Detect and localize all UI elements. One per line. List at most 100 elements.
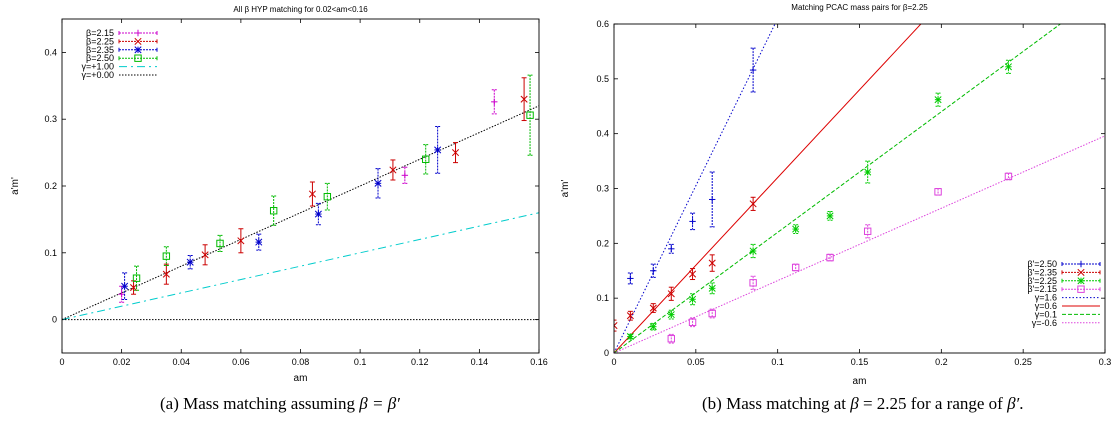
legend-marker-a-0: [134, 29, 142, 37]
data-point-a-3-0-box: [132, 274, 141, 282]
data-point-b-2-8: [864, 168, 872, 176]
x-tick-label-a: 0.08: [292, 357, 310, 367]
data-point-a-3-4-box: [323, 192, 332, 201]
x-tick-label-b: 0.1: [771, 357, 784, 367]
error-bar-a-3-6: [527, 74, 533, 156]
data-point-b-3-2: [708, 309, 716, 318]
error-bar-b-3-5: [827, 253, 833, 262]
data-point-b-3-1: [688, 318, 697, 326]
data-point-a-3-3-box: [269, 207, 278, 215]
y-tick-label-b: 0.5: [596, 74, 609, 84]
legend-label-b-3: β'=2.15: [1027, 284, 1057, 294]
data-point-b-2-6-d2: [792, 225, 800, 233]
data-point-b-3-4: [791, 263, 800, 272]
data-point-b-1-5-d2: [708, 259, 716, 267]
error-bar-a-3-2: [217, 234, 223, 252]
legend-marker-a-2: [134, 46, 142, 54]
data-point-b-3-4-box: [791, 263, 800, 272]
data-point-a-2-0-d2: [121, 282, 129, 290]
data-point-b-1-2: [649, 304, 657, 312]
data-point-b-3-0-box: [667, 335, 675, 343]
y-tick-label-b: 0.4: [596, 129, 609, 139]
data-point-b-0-3: [689, 218, 696, 225]
data-point-b-1-0-d2: [614, 322, 618, 327]
data-point-b-3-2-box: [708, 309, 716, 318]
plot-frame-b: [613, 23, 1106, 354]
fit-line-b-3: [614, 135, 1105, 353]
data-point-b-2-0-d2: [626, 332, 634, 341]
data-point-b-2-4: [708, 284, 716, 292]
data-point-b-1-0: [614, 322, 618, 330]
fit-line-b-2: [614, 24, 1062, 353]
data-point-a-1-2-d2: [201, 251, 209, 259]
plot-area-b: [614, 24, 1105, 353]
legend-label-b-1: β'=2.35: [1027, 267, 1057, 277]
error-bar-a-3-1: [163, 246, 169, 266]
data-point-a-1-4: [308, 190, 316, 198]
error-bar-a-2-4: [375, 168, 381, 199]
error-bar-b-2-4: [709, 282, 715, 295]
data-point-b-2-6: [792, 225, 800, 233]
legend-label-b-4: γ=1.6: [1035, 293, 1057, 303]
data-point-b-1-3-d2: [667, 290, 675, 298]
error-bar-b-3-4: [793, 263, 799, 272]
error-bar-b-0-3: [690, 212, 696, 231]
legend-marker-a-1: [134, 37, 142, 45]
data-point-b-1-1: [626, 312, 634, 320]
caption-b-mid: = 2.25 for a range of: [858, 394, 1008, 413]
data-point-a-2-5: [434, 146, 442, 154]
data-point-b-2-7-d2: [826, 212, 834, 220]
y-axis-label-a: a'm': [10, 177, 21, 195]
data-point-a-3-1-box: [162, 252, 171, 260]
error-bar-b-3-8: [1005, 172, 1011, 181]
data-point-a-2-3: [314, 210, 322, 218]
x-tick-label-b: 0.2: [935, 357, 948, 367]
data-point-b-3-5-box: [826, 253, 834, 262]
data-point-a-3-2-box: [216, 239, 224, 248]
error-bar-a-2-5: [435, 126, 441, 174]
legend-marker-b-2-d2: [1077, 277, 1085, 285]
y-tick-label-a: 0: [52, 315, 57, 325]
data-point-a-3-5: [422, 155, 430, 163]
data-point-b-3-0: [667, 335, 675, 343]
data-point-b-2-2-d2: [667, 311, 675, 319]
y-tick-label-b: 0.6: [596, 19, 609, 29]
data-point-b-1-3: [667, 290, 675, 298]
data-point-a-1-3: [237, 237, 245, 245]
plot-frame-a: [61, 18, 540, 354]
x-tick-label-b: 0.3: [1099, 357, 1112, 367]
error-bar-a-2-2: [256, 233, 262, 251]
error-bar-a-3-4: [324, 182, 330, 211]
data-point-b-0-4: [709, 196, 716, 203]
data-point-a-2-2: [255, 238, 263, 246]
data-point-b-3-1-box: [688, 318, 697, 326]
error-bar-a-3-5: [423, 144, 429, 175]
data-point-a-2-4-d2: [374, 179, 382, 187]
data-point-b-2-3: [689, 295, 697, 303]
y-tick-label-a: 0.2: [44, 181, 57, 191]
data-point-a-1-1-d2: [162, 270, 170, 278]
data-point-b-3-5: [826, 253, 834, 262]
y-tick-label-a: 0.3: [44, 114, 57, 124]
legend-label-b-6: γ=0.1: [1035, 309, 1057, 319]
error-bar-b-0-0: [627, 272, 633, 285]
chart-title-b: Matching PCAC mass pairs for β=2.25: [791, 3, 928, 12]
legend-marker-a-2-d2: [134, 46, 142, 54]
data-point-a-2-3-d2: [314, 210, 322, 218]
error-bar-a-3-0: [134, 265, 140, 291]
data-point-b-3-7-box: [934, 188, 942, 196]
legend-label-b-7: γ=-0.6: [1032, 318, 1057, 328]
data-point-a-1-1: [162, 270, 170, 278]
x-tick-label-a: 0.14: [471, 357, 489, 367]
error-bar-b-2-3: [690, 293, 696, 306]
data-point-b-3-8: [1004, 172, 1013, 181]
data-point-a-3-1: [162, 252, 171, 260]
chart-title-a: All β HYP matching for 0.02<am<0.16: [233, 5, 368, 14]
data-point-a-1-4-d2: [308, 190, 316, 198]
caption-b: (b) Mass matching at β = 2.25 for a rang…: [702, 394, 1024, 414]
error-bar-a-0-1: [402, 166, 408, 184]
data-point-a-3-2: [216, 239, 224, 248]
data-point-a-2-0: [121, 282, 129, 290]
data-point-a-3-6: [526, 111, 534, 119]
legend-label-a-0: β=2.15: [86, 28, 114, 38]
